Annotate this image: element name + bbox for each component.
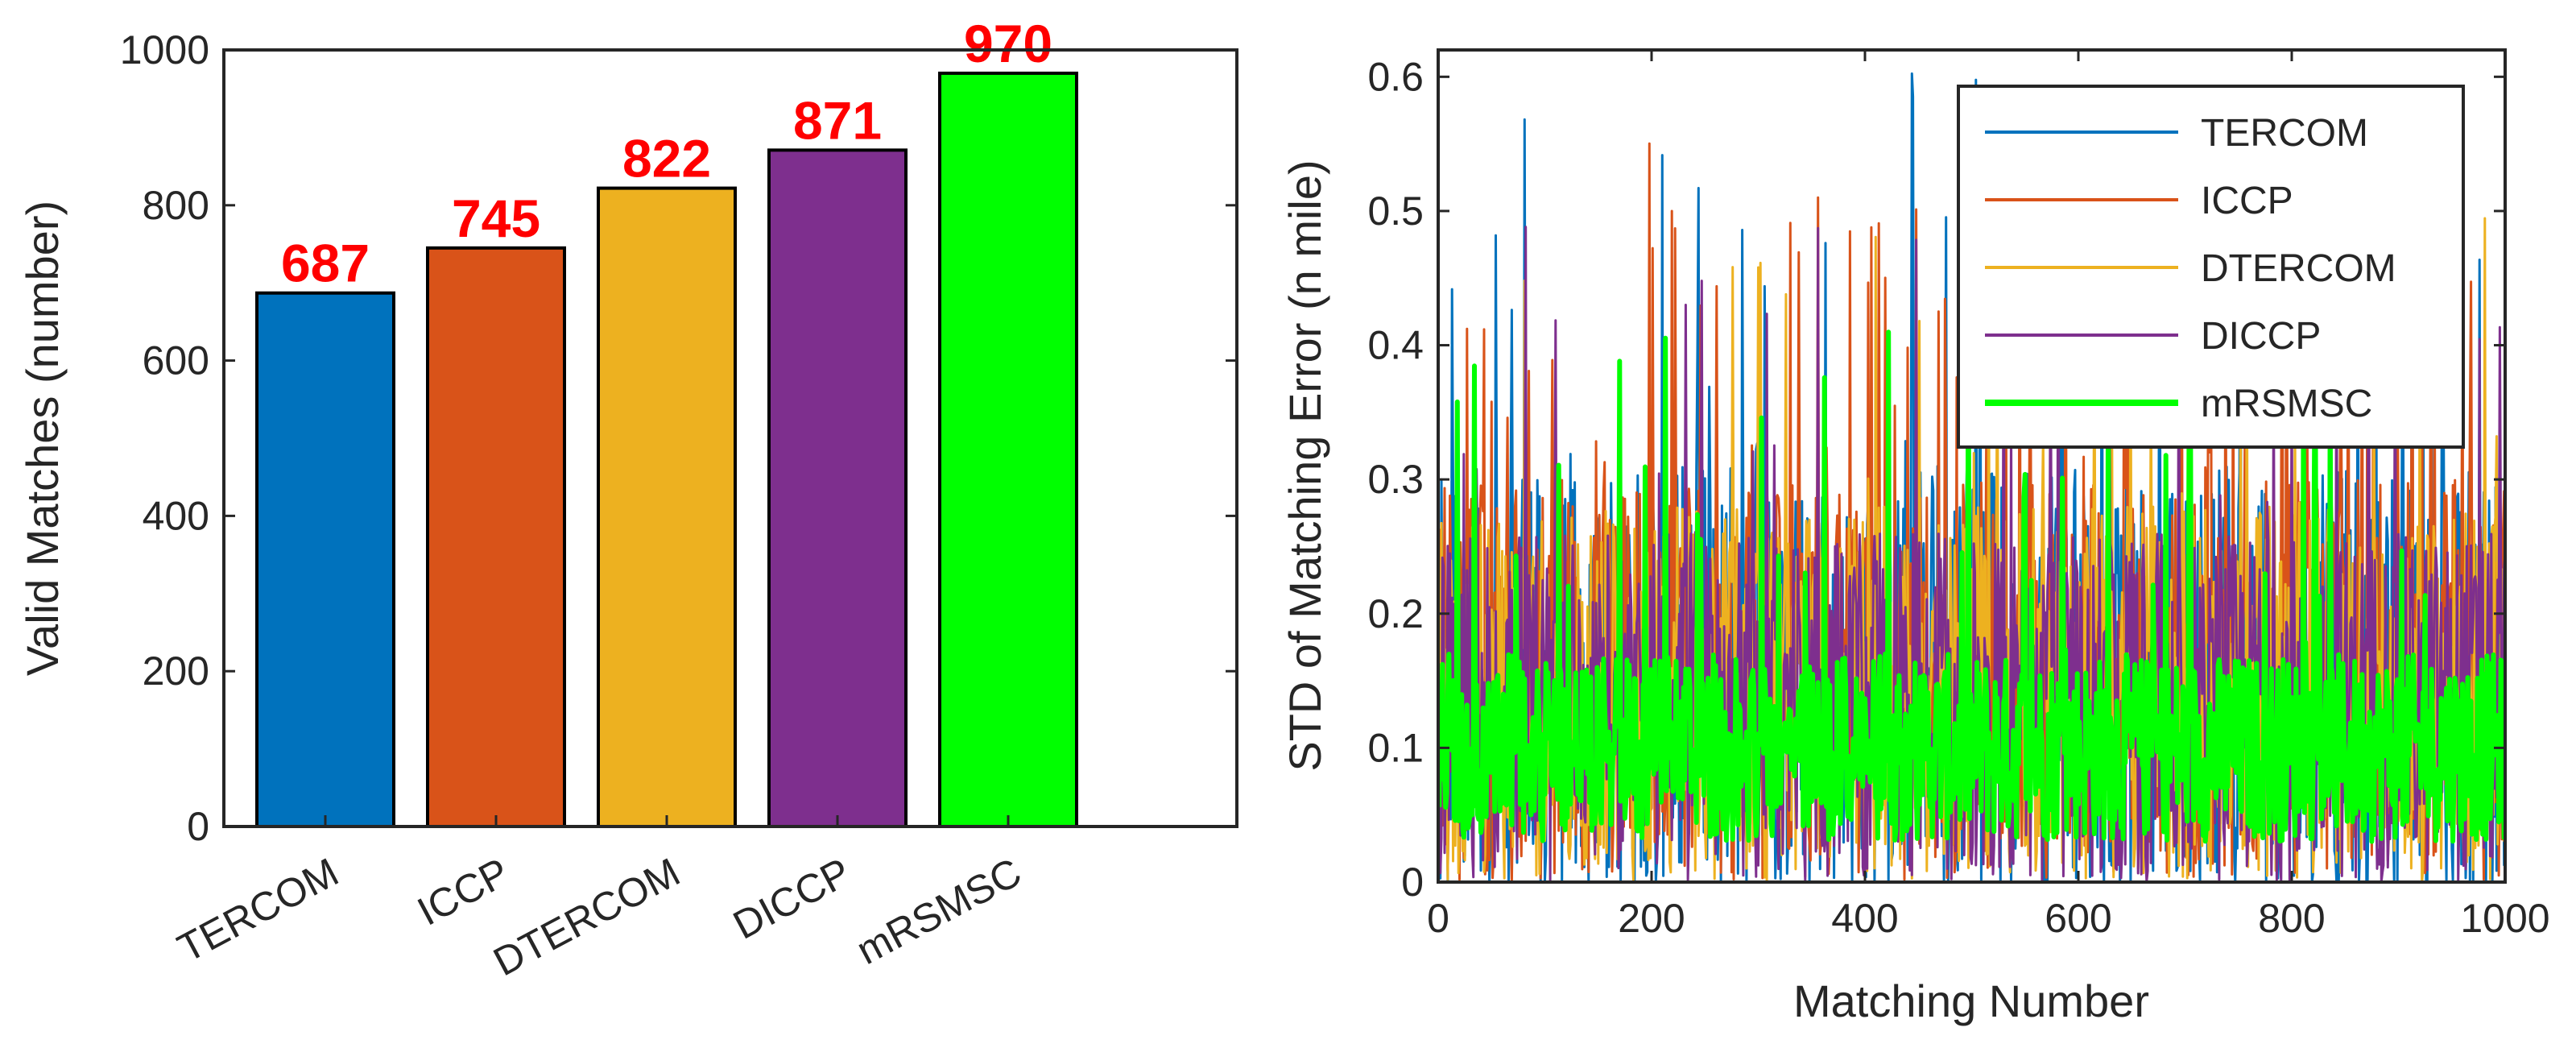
bar-diccp (767, 148, 908, 828)
line-series-group (1438, 72, 2505, 882)
bar-data-label-tercom: 687 (281, 234, 370, 293)
bar-mrsmsc (938, 71, 1078, 829)
bar-y-tick-label: 400 (143, 493, 209, 538)
line-chart-axes-frame (1437, 48, 2507, 884)
bar-iccp (426, 246, 566, 828)
line-x-ticks: 0 200 400 600 800 1000 (1427, 50, 2550, 941)
line-y-tick-label: 0.1 (1367, 725, 1424, 770)
legend: TERCOM ICCP DTERCOM DICCP mRSMSC (1957, 85, 2465, 449)
legend-box (1957, 85, 2465, 449)
line-y-axis-label: STD of Matching Error (n mile) (1280, 160, 1330, 771)
bar-y-tick-label: 200 (143, 648, 209, 694)
line-x-tick-label: 0 (1427, 896, 1449, 941)
line-x-tick-label: 200 (1618, 896, 1685, 941)
legend-label-diccp: DICCP (2201, 315, 2321, 358)
bar-y-ticks: 0 200 400 600 800 1000 (120, 27, 1237, 849)
bar-y-tick-label: 800 (143, 183, 209, 228)
line-x-axis-label: Matching Number (1793, 976, 2149, 1026)
line-chart: 0 0.1 0.2 0.3 0.4 0.5 0.6 0 200 400 600 800 1000 Ma… (1280, 48, 2550, 1026)
legend-label-iccp: ICCP (2201, 180, 2293, 222)
bar-data-label-mrsmsc: 970 (964, 14, 1052, 73)
line-y-tick-label: 0 (1401, 860, 1424, 905)
bar-tercom (255, 291, 395, 828)
bar-chart-axes-frame (222, 48, 1238, 828)
line-x-tick-label: 1000 (2460, 896, 2549, 941)
bar-y-tick-label: 1000 (120, 27, 209, 72)
bar-data-label-dtercom: 822 (622, 129, 711, 188)
bar-data-label-diccp: 871 (793, 90, 882, 150)
bar-y-axis-label: Valid Matches (number) (17, 201, 68, 676)
line-x-tick-label: 400 (1831, 896, 1898, 941)
line-x-tick-label: 600 (2045, 896, 2111, 941)
line-y-tick-label: 0.5 (1367, 188, 1424, 234)
line-y-tick-label: 0.3 (1367, 457, 1424, 502)
line-y-ticks: 0 0.1 0.2 0.3 0.4 0.5 0.6 (1367, 54, 2505, 905)
line-y-tick-label: 0.4 (1367, 323, 1424, 368)
bar-marks (255, 71, 1078, 829)
line-series-mrsmsc (1438, 329, 2505, 844)
legend-label-mrsmsc: mRSMSC (2201, 383, 2372, 425)
legend-label-tercom: TERCOM (2201, 112, 2368, 155)
bar-y-tick-label: 0 (187, 804, 209, 849)
legend-label-dtercom: DTERCOM (2201, 247, 2396, 290)
bar-y-tick-label: 600 (143, 338, 209, 383)
bar-data-label-iccp: 745 (452, 188, 540, 248)
bar-data-labels: 687 745 822 871 970 (281, 14, 1052, 293)
line-y-tick-label: 0.6 (1367, 54, 1424, 99)
line-x-tick-label: 800 (2258, 896, 2325, 941)
bar-dtercom (597, 186, 737, 829)
line-y-tick-label: 0.2 (1367, 591, 1424, 636)
legend-entries: TERCOM ICCP DTERCOM DICCP mRSMSC (1985, 112, 2396, 425)
